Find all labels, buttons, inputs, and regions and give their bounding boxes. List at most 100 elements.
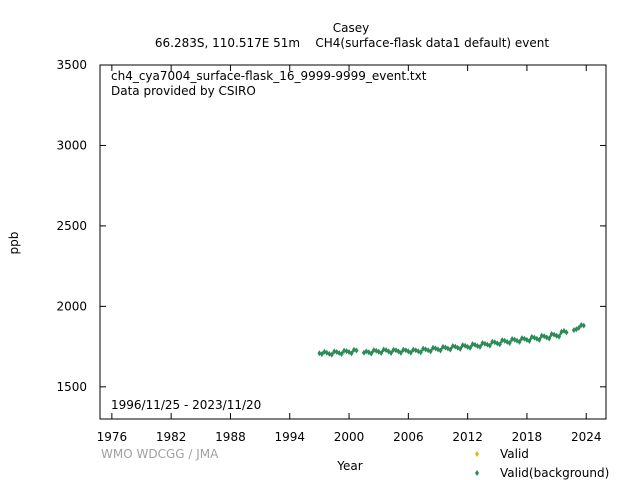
data-point-link <box>368 351 372 355</box>
data-point-link <box>489 341 494 347</box>
data-point-link <box>551 333 555 336</box>
data-point-link <box>548 333 553 340</box>
data-point-link <box>447 347 451 351</box>
data-point-link <box>333 350 337 354</box>
data-point-link <box>459 344 464 350</box>
x-axis-label: Year <box>336 459 362 473</box>
data-point-link <box>432 346 436 350</box>
data-point-link <box>543 335 548 339</box>
x-tick-label: 2000 <box>334 430 365 444</box>
data-point-link <box>435 347 439 351</box>
data-point-link <box>405 349 409 353</box>
data-point-link <box>511 338 515 341</box>
data-point-link <box>415 349 419 353</box>
data-point-link <box>538 335 543 341</box>
data-point-link <box>425 348 429 352</box>
data-point-link <box>479 342 484 348</box>
data-point-link <box>494 341 498 345</box>
data-point-link <box>516 339 520 343</box>
data-point-link <box>464 344 469 348</box>
data-point-link <box>469 343 474 349</box>
data-point-link <box>536 337 540 341</box>
data-point-link <box>363 350 367 354</box>
data-point-link <box>496 342 501 346</box>
data-point-link <box>501 339 505 342</box>
data-point-link <box>504 339 508 343</box>
data-point-link <box>553 333 558 337</box>
source-filename: ch4_cya7004_surface-flask_16_9999-9999_e… <box>111 69 427 83</box>
data-point-link <box>340 350 345 355</box>
data-point-link <box>508 338 513 344</box>
data-point-link <box>482 342 486 345</box>
data-point-link <box>477 345 481 348</box>
data-point-link <box>330 350 336 356</box>
data-point-link <box>518 337 523 343</box>
data-point-link <box>370 349 375 355</box>
data-point-link <box>563 329 568 334</box>
data-point-link <box>452 344 456 348</box>
data-point-link <box>419 348 424 353</box>
y-tick-label: 1500 <box>56 380 87 394</box>
data-point-link <box>366 350 370 354</box>
data-point-link <box>348 351 352 355</box>
legend-background-marker <box>475 470 479 476</box>
data-point-link <box>575 327 580 331</box>
data-point-link <box>427 349 431 353</box>
data-point-link <box>413 348 417 352</box>
data-point-link <box>524 337 528 341</box>
chart-subtitle: 66.283S, 110.517E 51m CH4(surface-flask … <box>155 36 549 50</box>
y-tick-label: 3000 <box>56 138 87 152</box>
data-point-link <box>378 350 382 354</box>
data-point-link <box>380 348 385 354</box>
data-point-link <box>531 335 535 339</box>
data-point-link <box>437 348 441 352</box>
y-axis-label: ppb <box>7 232 21 255</box>
data-point-link <box>457 346 461 350</box>
x-tick-label: 2006 <box>393 430 424 444</box>
data-point-link <box>484 342 488 346</box>
data-point-link <box>528 336 533 342</box>
date-range: 1996/11/25 - 2023/11/20 <box>111 398 261 412</box>
data-point-link <box>561 329 565 333</box>
data-point-link <box>487 343 491 347</box>
data-point-link <box>375 349 380 353</box>
x-axis-ticks: 1976 1982 1988 1994 2000 2006 2012 2018 2024 <box>97 65 602 444</box>
data-point-link <box>439 346 444 352</box>
data-point-link <box>319 352 323 356</box>
data-point-link <box>410 349 415 354</box>
x-tick-label: 1988 <box>215 430 246 444</box>
data-point-link <box>462 344 466 347</box>
data-point-link <box>395 349 399 353</box>
data-point-link <box>390 349 395 354</box>
data-point-link <box>573 328 577 332</box>
legend-background-label: Valid(background) <box>500 466 609 480</box>
data-point-link <box>514 338 518 342</box>
data-point-link <box>533 336 538 340</box>
data-point-link <box>546 336 550 340</box>
x-tick-label: 2018 <box>512 430 543 444</box>
data-point-link <box>506 341 511 344</box>
legend: Valid Valid(background) <box>475 447 609 480</box>
data-point-link <box>581 324 585 327</box>
data-point-link <box>383 348 387 352</box>
data-point-link <box>397 350 402 354</box>
credit-text: WMO WDCGG / JMA <box>101 447 219 461</box>
x-tick-label: 1976 <box>97 430 128 444</box>
data-point-link <box>385 349 390 353</box>
data-point-link <box>346 350 350 353</box>
legend-valid-label: Valid <box>500 447 529 461</box>
data-point-link <box>417 350 422 354</box>
y-tick-label: 2500 <box>56 219 87 233</box>
y-tick-label: 2000 <box>56 299 87 313</box>
data-point-link <box>445 346 449 350</box>
data-point-link <box>558 331 563 338</box>
data-point-link <box>350 349 355 354</box>
data-points <box>317 322 586 358</box>
data-point-link <box>403 348 407 352</box>
data-point-link <box>353 348 357 352</box>
data-point-link <box>467 345 471 349</box>
data-point-link <box>336 351 340 354</box>
data-point-link <box>498 339 504 345</box>
plot-frame <box>99 64 607 420</box>
